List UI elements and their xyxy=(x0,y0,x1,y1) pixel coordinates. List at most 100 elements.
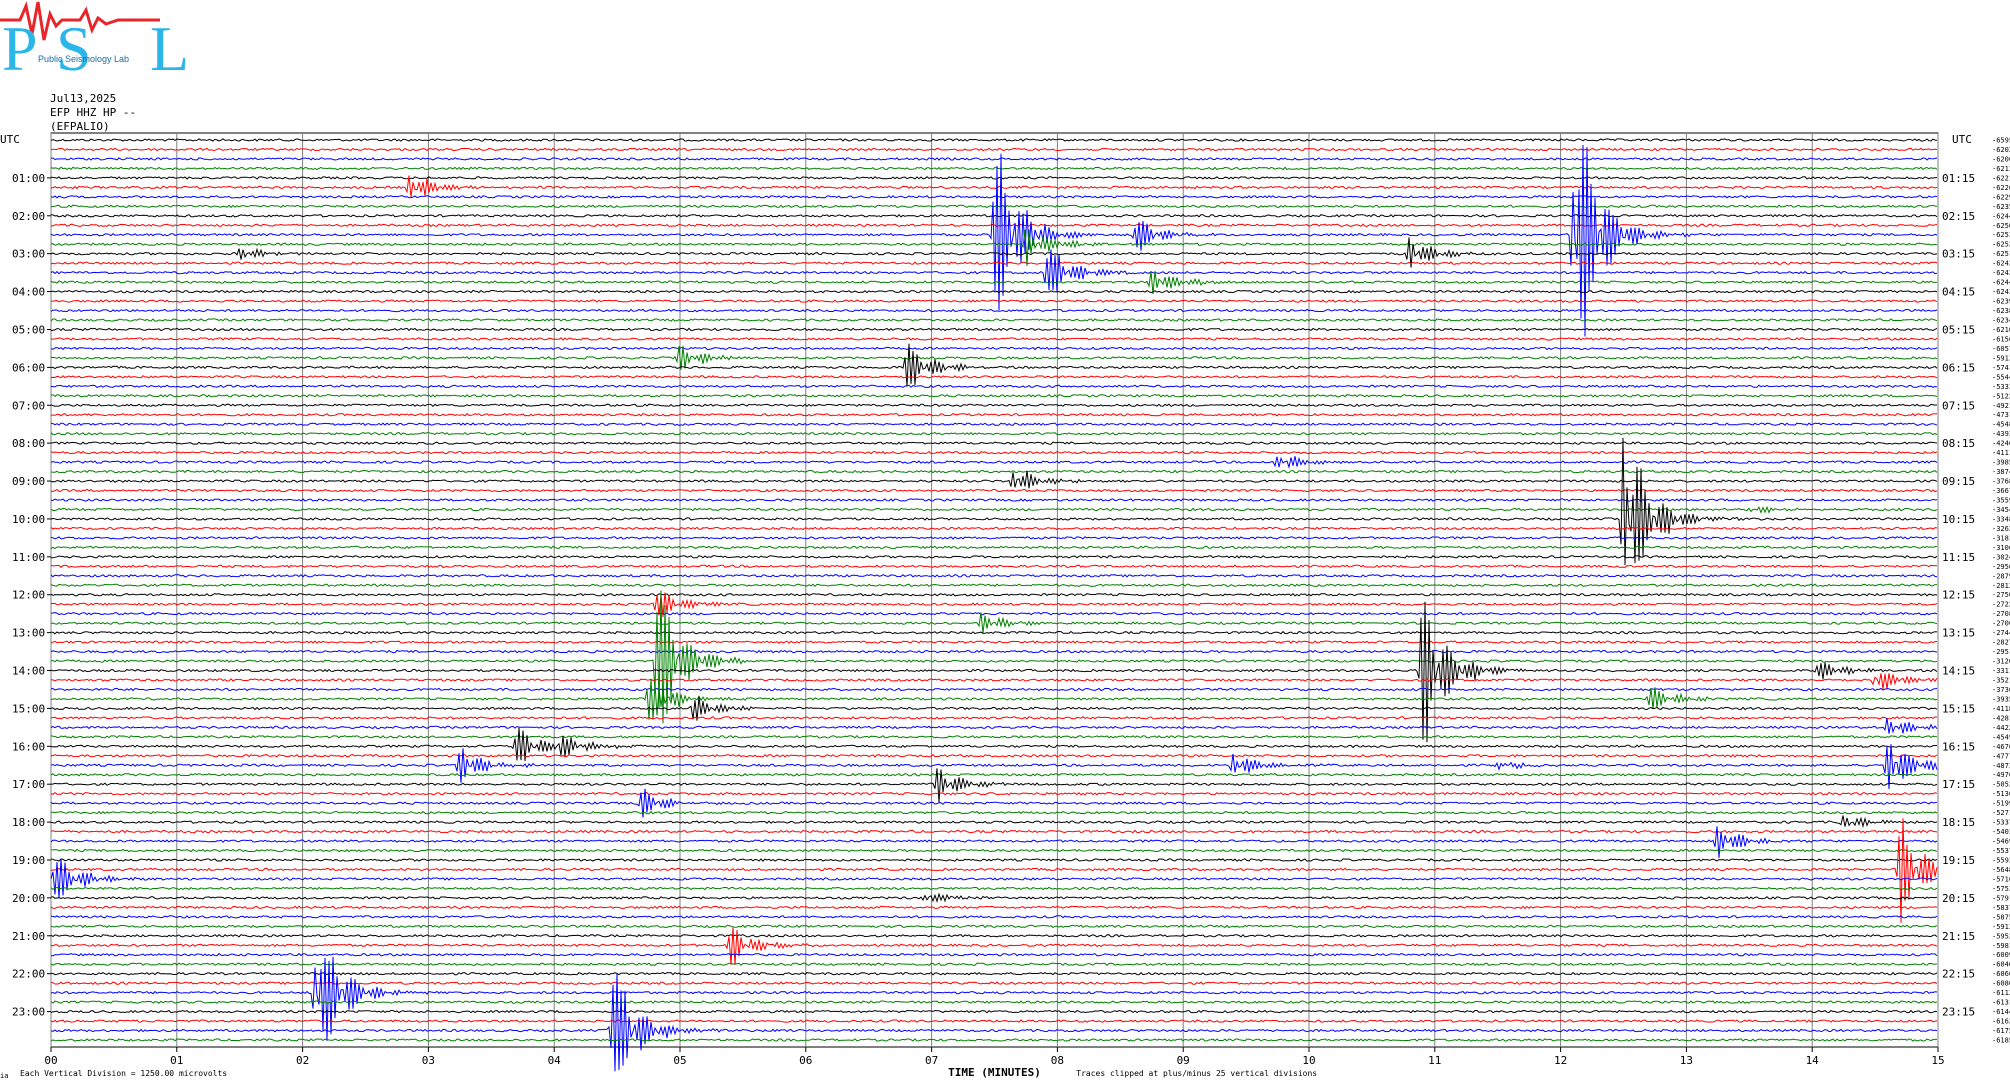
right-hour-label: 02:15 xyxy=(1942,210,1975,223)
seismic-trace xyxy=(50,249,1938,292)
right-hour-label: 01:15 xyxy=(1942,172,1975,185)
seismic-trace xyxy=(50,384,1938,389)
right-hour-label: 05:15 xyxy=(1942,323,1975,336)
seismic-trace xyxy=(50,346,1938,370)
seismic-trace xyxy=(50,299,1938,303)
dc-offset-label: -3985 xyxy=(1992,459,2010,467)
seismic-trace xyxy=(50,981,1938,986)
seismic-trace xyxy=(50,431,1938,436)
dc-offset-label: -2956 xyxy=(1992,563,2010,571)
left-hour-label: 22:00 xyxy=(12,968,45,981)
seismic-trace xyxy=(50,696,1938,721)
dc-offset-label: -3181 xyxy=(1992,534,2010,542)
x-tick-label: 02 xyxy=(296,1054,309,1067)
seismic-trace xyxy=(51,412,1938,417)
dc-offset-label: -3736 xyxy=(1992,686,2010,694)
right-hour-label: 23:15 xyxy=(1942,1006,1975,1019)
seismic-trace xyxy=(50,437,1938,566)
dc-offset-label: -4549 xyxy=(1992,733,2010,741)
dc-offset-label: -6253 xyxy=(1992,231,2010,239)
right-hour-label: 15:15 xyxy=(1942,702,1975,715)
dc-offset-label: -5648 xyxy=(1992,866,2010,874)
dc-offset-label: -6131 xyxy=(1992,999,2010,1007)
dc-offset-label: -6243 xyxy=(1992,288,2010,296)
left-hour-label: 03:00 xyxy=(12,248,45,261)
dc-offset-label: -3348 xyxy=(1992,515,2010,523)
seismic-trace xyxy=(50,166,1938,171)
chart-channel: EFP HHZ HP -- xyxy=(50,106,137,119)
dc-offset-label: -5913 xyxy=(1992,354,2010,362)
dc-offset-label: -6162 xyxy=(1992,1018,2010,1026)
seismic-trace xyxy=(50,343,1938,387)
dc-offset-label: -6244 xyxy=(1992,212,2010,220)
right-hour-label: 21:15 xyxy=(1942,930,1975,943)
seismic-trace xyxy=(50,375,1938,379)
dc-offset-label: -4422 xyxy=(1992,724,2010,732)
seismic-trace xyxy=(51,204,1938,209)
dc-offset-label: -5333 xyxy=(1992,383,2010,391)
dc-offset-label: -6595 xyxy=(1992,137,2010,145)
seismic-trace xyxy=(50,744,1938,790)
dc-offset-label: -4976 xyxy=(1992,771,2010,779)
left-hour-label: 09:00 xyxy=(12,475,45,488)
seismic-trace xyxy=(50,176,1937,180)
x-tick-label: 10 xyxy=(1302,1054,1315,1067)
right-hour-label: 12:15 xyxy=(1942,589,1975,602)
logo-letter-l: L xyxy=(150,13,189,78)
dc-offset-label: -4548 xyxy=(1992,421,2010,429)
seismic-trace xyxy=(50,505,1938,514)
dc-offset-label: -4281 xyxy=(1992,714,2010,722)
seismic-trace xyxy=(50,933,1938,938)
right-hour-label: 11:15 xyxy=(1942,551,1975,564)
seismic-trace xyxy=(50,1038,1937,1042)
x-tick-label: 01 xyxy=(170,1054,183,1067)
right-hour-label: 04:15 xyxy=(1942,286,1975,299)
left-hour-label: 19:00 xyxy=(12,854,45,867)
dc-offset-label: -6112 xyxy=(1992,989,2010,997)
seismic-trace xyxy=(50,346,1938,351)
dc-offset-label: -5544 xyxy=(1992,373,2010,381)
dc-offset-label: -5337 xyxy=(1992,819,2010,827)
x-tick-label: 12 xyxy=(1554,1054,1567,1067)
dc-offset-label: -5913 xyxy=(1992,923,2010,931)
seismic-trace xyxy=(50,753,1938,758)
dc-offset-label: -2750 xyxy=(1992,591,2010,599)
right-utc-label: UTC xyxy=(1952,133,1972,146)
chart-date: Jul13,2025 xyxy=(50,92,117,105)
seismic-trace xyxy=(50,858,1938,862)
dc-offset-label: -5199 xyxy=(1992,800,2010,808)
dc-offset-label: -4921 xyxy=(1992,402,2010,410)
dc-offset-label: -3768 xyxy=(1992,478,2010,486)
x-tick-label: 00 xyxy=(44,1054,57,1067)
left-hour-label: 17:00 xyxy=(12,778,45,791)
left-hour-label: 11:00 xyxy=(12,551,45,564)
dc-offset-label: -6206 xyxy=(1992,155,2010,163)
dc-offset-label: -5710 xyxy=(1992,875,2010,883)
dc-offset-label: -6086 xyxy=(1992,980,2010,988)
seismic-trace xyxy=(50,886,1938,891)
right-hour-label: 14:15 xyxy=(1942,665,1975,678)
seismic-trace xyxy=(50,727,1937,762)
dc-offset-label: -6210 xyxy=(1992,326,2010,334)
seismic-trace xyxy=(50,772,1938,777)
dc-offset-label: -4246 xyxy=(1992,440,2010,448)
x-tick-label: 08 xyxy=(1051,1054,1064,1067)
seismic-trace xyxy=(50,687,1938,692)
seismic-trace xyxy=(50,195,1938,199)
left-hour-label: 23:00 xyxy=(12,1006,45,1019)
x-tick-label: 13 xyxy=(1680,1054,1693,1067)
clip-note: Traces clipped at plus/minus 25 vertical… xyxy=(1076,1069,1317,1078)
left-hour-label: 21:00 xyxy=(12,930,45,943)
dc-offset-label: -6238 xyxy=(1992,307,2010,315)
seismic-trace xyxy=(50,818,1938,923)
seismic-trace xyxy=(50,394,1938,398)
left-hour-label: 10:00 xyxy=(12,513,45,526)
logo-letter-s: S xyxy=(56,13,92,78)
corner-mark: ia xyxy=(0,1072,8,1080)
x-tick-label: 05 xyxy=(673,1054,686,1067)
psl-logo: P S L Public Seismology Lab xyxy=(0,1,189,78)
seismic-trace xyxy=(50,678,1938,720)
dc-offset-label: -5952 xyxy=(1992,932,2010,940)
right-hour-label: 18:15 xyxy=(1942,816,1975,829)
right-hour-label: 16:15 xyxy=(1942,740,1975,753)
